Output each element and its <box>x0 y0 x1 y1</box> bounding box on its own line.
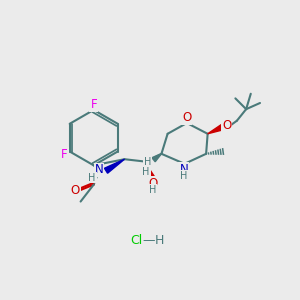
Text: Cl: Cl <box>131 233 143 247</box>
Text: F: F <box>90 98 97 111</box>
Text: H: H <box>144 157 151 166</box>
Text: O: O <box>182 111 191 124</box>
Polygon shape <box>104 159 124 173</box>
Text: —: — <box>143 233 155 247</box>
Text: H: H <box>88 173 96 183</box>
Polygon shape <box>145 161 155 180</box>
Text: O: O <box>222 119 232 132</box>
Text: O: O <box>148 177 158 190</box>
Polygon shape <box>208 124 224 134</box>
Text: O: O <box>70 184 80 196</box>
Text: H: H <box>142 167 150 176</box>
Text: H: H <box>155 233 165 247</box>
Text: N: N <box>179 163 188 176</box>
Text: F: F <box>61 148 68 161</box>
Text: H: H <box>149 185 157 195</box>
Text: N: N <box>95 164 103 176</box>
Text: H: H <box>180 171 188 181</box>
Polygon shape <box>152 154 161 162</box>
